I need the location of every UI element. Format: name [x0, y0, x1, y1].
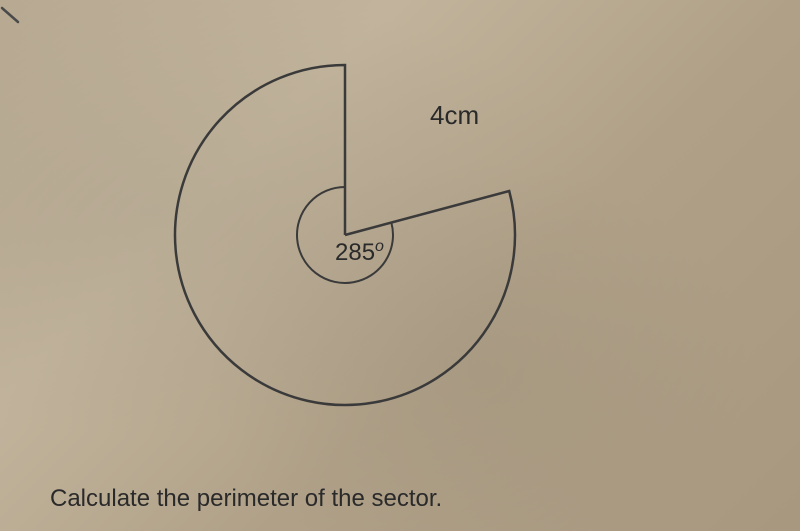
angle-label: 285o	[335, 238, 384, 267]
radius-label: 4cm	[430, 100, 479, 131]
question-text: Calculate the perimeter of the sector.	[50, 485, 442, 513]
angle-value: 285	[335, 239, 375, 266]
degree-symbol: o	[375, 238, 384, 255]
sector-diagram	[120, 20, 570, 450]
checkmark-icon	[0, 0, 40, 40]
sector-svg	[120, 20, 570, 450]
